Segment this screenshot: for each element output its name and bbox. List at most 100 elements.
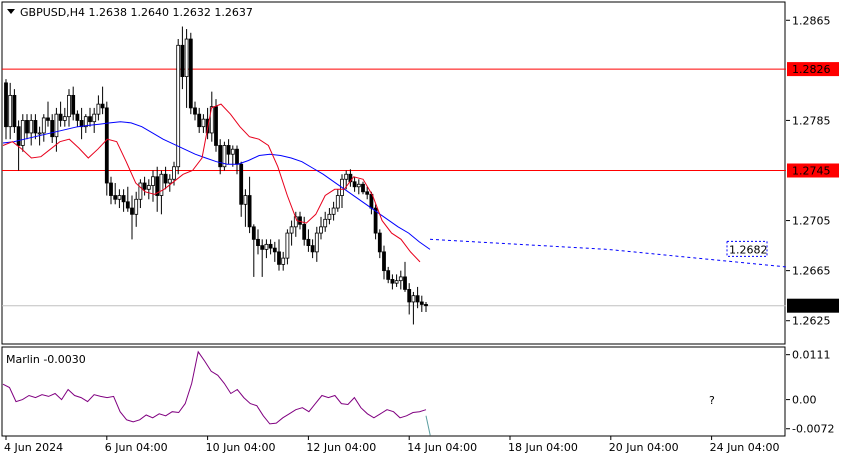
question-mark-annotation: ?	[709, 394, 715, 407]
price-tick-label: 1.2705	[792, 215, 831, 228]
candle-bull	[176, 44, 181, 168]
candle-bear	[377, 232, 382, 253]
forecast-value-box	[726, 240, 768, 257]
price-tick-label: 1.2865	[792, 14, 831, 27]
candle-bull	[356, 183, 361, 188]
candle-bear	[386, 270, 391, 280]
candle-bull	[209, 106, 214, 134]
indicator-header: Marlin -0.0030	[6, 353, 86, 366]
candle-bear	[197, 113, 202, 128]
time-tick-label: 14 Jun 04:00	[407, 441, 477, 454]
candle-bear	[100, 103, 105, 109]
candle-bear	[365, 191, 370, 195]
candle-bull	[264, 243, 269, 250]
time-tick-label: 10 Jun 04:00	[206, 441, 276, 454]
candle-bear	[419, 301, 424, 305]
indicator-tick-label: 0.0111	[792, 349, 831, 362]
candle-bull	[398, 276, 403, 282]
candle-bear	[247, 195, 252, 228]
candle-bear	[25, 120, 29, 134]
candle-bear	[109, 182, 113, 196]
candle-bear	[239, 163, 244, 205]
candle-bull	[331, 207, 336, 215]
candle-bear	[424, 304, 428, 307]
candle-bear	[268, 243, 273, 249]
candle-bull	[92, 113, 97, 123]
candle-bull	[67, 94, 71, 118]
time-tick-label: 18 Jun 04:00	[508, 441, 578, 454]
candle-bear	[50, 120, 55, 138]
candle-bear	[260, 245, 265, 250]
marlin-trendline	[425, 415, 431, 436]
candle-bear	[390, 279, 395, 284]
current-price-label: 1.2637	[792, 300, 831, 313]
candle-bull	[159, 173, 164, 196]
candle-bear	[125, 201, 130, 209]
level-price-tag	[787, 163, 839, 178]
candle-bear	[256, 238, 260, 247]
candle-bear	[75, 113, 80, 121]
time-tick-label: 4 Jun 2024	[4, 441, 63, 454]
candle-bear	[12, 94, 17, 128]
candle-bear	[310, 245, 315, 253]
symbol-menu-triangle-icon[interactable]	[7, 9, 15, 14]
candle-bear	[33, 120, 38, 134]
candle-bear	[155, 176, 160, 196]
candle-bear	[235, 148, 239, 165]
candle-bear	[46, 117, 50, 121]
candle-bear	[104, 107, 109, 184]
candle-bear	[306, 238, 311, 247]
candle-bull	[314, 232, 319, 253]
slow-ma-line	[2, 121, 431, 250]
level-price-tag	[787, 62, 839, 77]
indicator-tick-label: -0.0072	[792, 423, 834, 436]
candle-bull	[54, 113, 59, 138]
candle-bull	[62, 116, 67, 121]
main-panel-frame	[1, 1, 786, 345]
candle-bear	[88, 116, 92, 123]
fast-ma-line	[2, 103, 421, 263]
candle-bear	[113, 195, 118, 200]
candle-bear	[121, 195, 126, 203]
candle-bull	[319, 226, 323, 234]
candle-bull	[151, 176, 155, 186]
candle-bear	[142, 182, 147, 190]
forecast-value-label: 1.2682	[729, 243, 768, 256]
time-tick-label: 20 Jun 04:00	[609, 441, 679, 454]
level-price-label: 1.2745	[792, 164, 831, 177]
candle-bull	[201, 118, 206, 128]
candle-bull	[335, 195, 340, 209]
candle-bull	[20, 120, 25, 146]
candle-bull	[243, 195, 248, 205]
candle-bear	[302, 223, 307, 240]
candle-bull	[117, 195, 122, 200]
candle-bull	[134, 198, 139, 215]
candle-bear	[163, 173, 168, 184]
candle-bear	[16, 126, 21, 146]
candle-bull	[96, 103, 101, 115]
candle-bull	[281, 257, 286, 265]
candle-bull	[167, 178, 172, 184]
candle-bull	[8, 94, 13, 128]
indicator-panel-frame	[1, 346, 786, 437]
candle-bull	[37, 132, 42, 135]
candle-bull	[138, 182, 143, 200]
candle-bull	[394, 280, 399, 284]
time-tick-label: 12 Jun 04:00	[306, 441, 376, 454]
time-tick-label: 24 Jun 04:00	[710, 441, 780, 454]
candle-bull	[411, 295, 416, 303]
candle-bull	[230, 148, 235, 155]
candle-bear	[58, 113, 63, 121]
candle-bear	[4, 82, 8, 128]
candle-bull	[323, 218, 328, 228]
candle-bull	[41, 117, 46, 134]
candle-bear	[214, 106, 218, 146]
candle-bull	[83, 116, 88, 128]
candle-bear	[403, 276, 407, 290]
candle-bear	[407, 289, 412, 303]
price-tick-label: 1.2785	[792, 114, 831, 127]
candle-bear	[298, 216, 302, 225]
marlin-line	[2, 350, 427, 425]
candle-bear	[71, 94, 76, 115]
